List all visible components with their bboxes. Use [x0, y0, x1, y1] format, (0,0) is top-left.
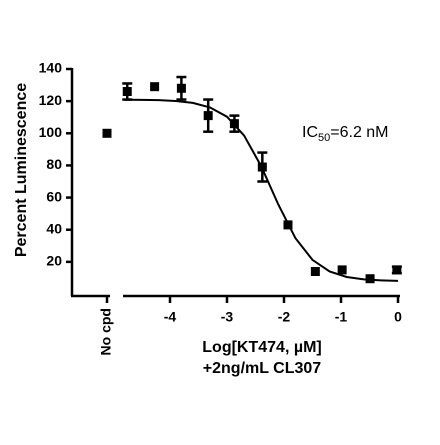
y-tick-label: 40 — [46, 220, 62, 236]
point — [392, 265, 402, 275]
y-tick-label: 80 — [46, 156, 62, 172]
point — [122, 87, 132, 96]
x-tick-label: -1 — [335, 309, 348, 325]
point — [337, 265, 347, 275]
x-tick-label: No cpd — [98, 308, 114, 355]
point — [229, 119, 239, 129]
y-tick-label: 120 — [39, 92, 63, 108]
point — [176, 83, 186, 93]
point — [283, 220, 293, 230]
x-tick-label: -4 — [164, 309, 177, 325]
annotation-rest: =6.2 nM — [330, 124, 388, 141]
point — [365, 274, 375, 284]
point — [102, 128, 112, 138]
x-tick-label: 0 — [394, 309, 402, 325]
x-tick-label: -3 — [221, 309, 234, 325]
annotation: IC50=6.2 nM — [302, 124, 389, 144]
y-tick-label: 100 — [39, 124, 63, 140]
point — [150, 82, 160, 92]
x-tick-label: -2 — [278, 309, 291, 325]
point — [310, 267, 320, 276]
y-axis-label: Percent Luminescence — [13, 83, 30, 257]
point — [257, 162, 267, 172]
point — [203, 111, 213, 121]
x-axis-label: Log[KT474, µM] — [202, 339, 321, 356]
x-axis-label: +2ng/mL CL307 — [203, 360, 322, 377]
annotation-text: IC — [302, 124, 318, 141]
y-tick-label: 20 — [46, 253, 62, 269]
y-tick-label: 60 — [46, 188, 62, 204]
annotation-sub: 50 — [318, 132, 330, 144]
y-tick-label: 140 — [39, 60, 63, 76]
